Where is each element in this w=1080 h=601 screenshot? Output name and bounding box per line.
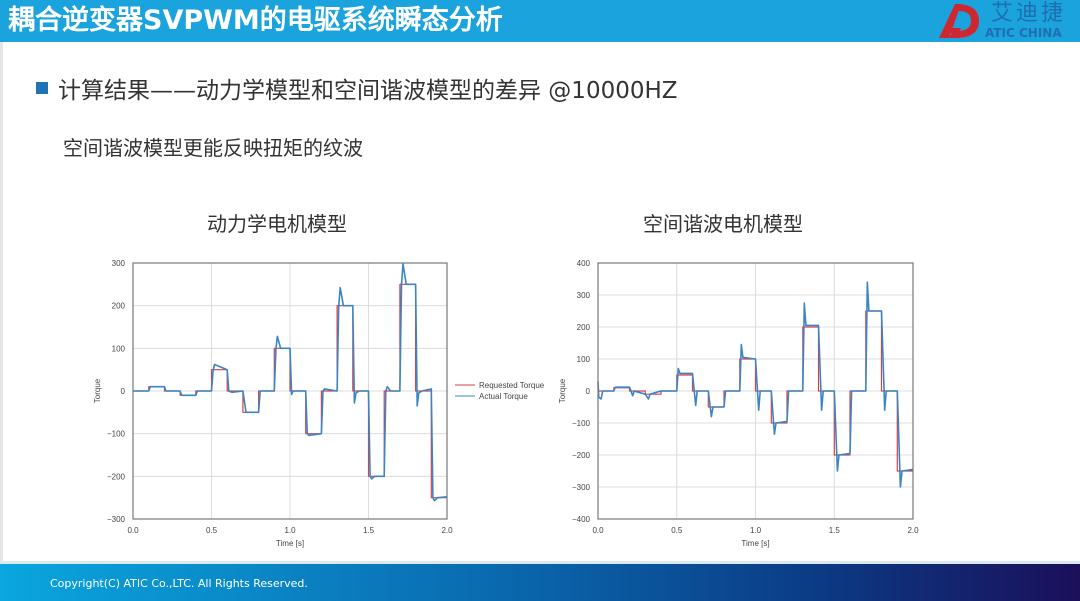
svg-text:0.0: 0.0 — [592, 526, 604, 535]
svg-text:Time [s]: Time [s] — [741, 539, 769, 548]
svg-text:1.0: 1.0 — [750, 526, 762, 535]
company-logo: 艾迪捷 ATIC CHINA — [935, 0, 1080, 42]
svg-text:2.0: 2.0 — [441, 526, 453, 535]
left-chart-title: 动力学电机模型 — [207, 212, 347, 236]
svg-text:−300: −300 — [107, 515, 126, 524]
svg-text:300: 300 — [112, 259, 126, 268]
bullet-heading: 计算结果——动力学模型和空间谐波模型的差异 @10000HZ — [36, 72, 678, 104]
slide-title: 耦合逆变器SVPWM的电驱系统瞬态分析 — [8, 5, 503, 36]
svg-text:1.5: 1.5 — [829, 526, 841, 535]
svg-text:100: 100 — [577, 355, 591, 364]
right-torque-chart: 0.0 0.5 1.0 1.5 2.0 −400 −300 −200 −100 0 100 200 30… — [558, 259, 919, 548]
subtext: 空间谐波模型更能反映扭矩的纹波 — [63, 136, 363, 160]
svg-text:0: 0 — [586, 387, 591, 396]
ad-logo-icon — [939, 4, 979, 38]
bullet-text: 计算结果——动力学模型和空间谐波模型的差异 @10000HZ — [58, 78, 678, 104]
logo-cn-text: 艾迪捷 — [991, 1, 1067, 26]
header-bar: 耦合逆变器SVPWM的电驱系统瞬态分析 艾迪捷 ATIC CHINA — [0, 0, 1080, 42]
svg-text:Torque: Torque — [558, 378, 567, 403]
svg-text:200: 200 — [112, 302, 126, 311]
svg-text:0.0: 0.0 — [127, 526, 139, 535]
svg-text:Time [s]: Time [s] — [276, 539, 304, 548]
left-torque-chart: 0.0 0.5 1.0 1.5 2.0 −300 −200 −100 0 100 200 300 Tim… — [93, 259, 545, 548]
svg-text:−100: −100 — [107, 430, 126, 439]
svg-text:1.0: 1.0 — [284, 526, 296, 535]
square-bullet-icon — [36, 82, 48, 94]
svg-text:300: 300 — [577, 291, 591, 300]
svg-text:Actual Torque: Actual Torque — [479, 392, 528, 401]
svg-text:1.5: 1.5 — [363, 526, 375, 535]
footer-divider — [0, 561, 1080, 564]
svg-text:−300: −300 — [572, 483, 591, 492]
footer-bar: Copyright(C) ATIC Co.,LTC. All Rights Re… — [0, 564, 1080, 601]
svg-text:0: 0 — [121, 387, 126, 396]
svg-text:Requested Torque: Requested Torque — [479, 381, 545, 390]
svg-text:200: 200 — [577, 323, 591, 332]
svg-text:100: 100 — [112, 344, 126, 353]
svg-text:0.5: 0.5 — [671, 526, 683, 535]
right-chart-title: 空间谐波电机模型 — [643, 212, 803, 236]
svg-text:−200: −200 — [572, 451, 591, 460]
logo-en-text: ATIC CHINA — [985, 26, 1062, 40]
copyright-text: Copyright(C) ATIC Co.,LTC. All Rights Re… — [50, 577, 308, 590]
svg-text:0.5: 0.5 — [206, 526, 218, 535]
svg-text:−200: −200 — [107, 472, 126, 481]
svg-text:Torque: Torque — [93, 378, 102, 403]
svg-text:2.0: 2.0 — [907, 526, 919, 535]
svg-text:−100: −100 — [572, 419, 591, 428]
svg-text:−400: −400 — [572, 515, 591, 524]
svg-text:400: 400 — [577, 259, 591, 268]
left-rule — [0, 42, 3, 562]
